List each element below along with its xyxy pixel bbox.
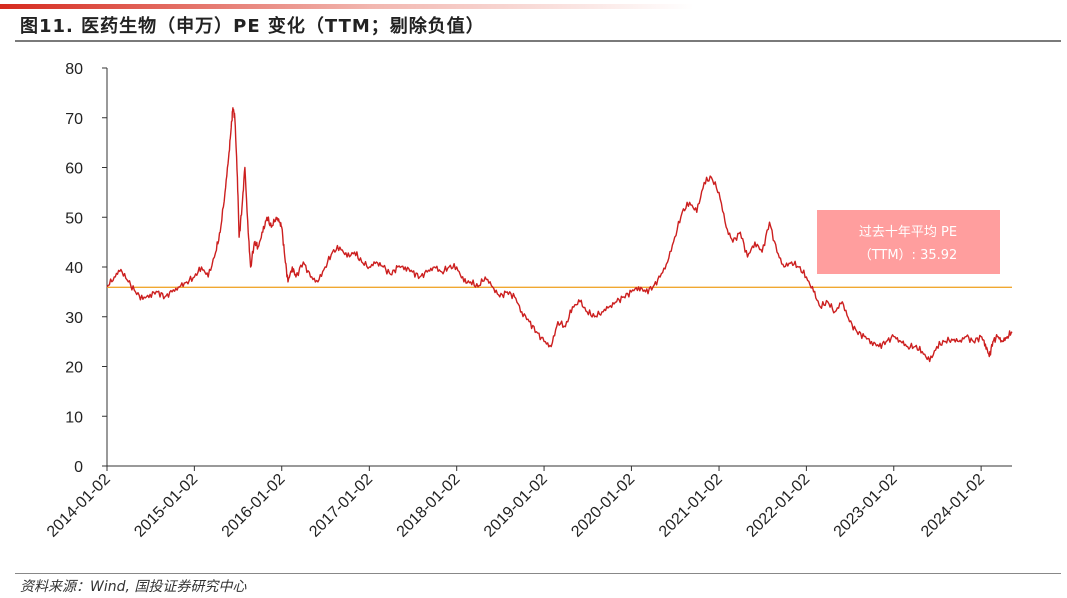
y-tick-label: 0 — [74, 459, 83, 476]
footer-divider — [15, 573, 1061, 574]
y-axis-ticks: 0 10 20 30 40 50 60 70 80 — [65, 61, 107, 476]
x-tick-label: 2016-01-02 — [219, 471, 289, 541]
x-tick-label: 2024-01-02 — [918, 471, 988, 541]
source-note: 资料来源：Wind, 国投证券研究中心 — [20, 579, 247, 595]
x-tick-label: 2023-01-02 — [831, 471, 901, 541]
x-tick-label: 2018-01-02 — [394, 471, 464, 541]
y-tick-label: 30 — [65, 310, 83, 327]
x-tick-label: 2021-01-02 — [656, 471, 726, 541]
chart-title: 图11. 医药生物（申万）PE 变化（TTM；剔除负值） — [20, 16, 485, 37]
mean-pe-annotation: 过去十年平均 PE （TTM）: 35.92 — [817, 210, 1000, 274]
x-tick-label: 2017-01-02 — [306, 471, 376, 541]
x-axis-ticks: 2014-01-02 2015-01-02 2016-01-02 2017-01-02… — [44, 466, 988, 541]
title-divider — [15, 40, 1061, 42]
y-tick-label: 20 — [65, 360, 83, 377]
y-tick-label: 70 — [65, 111, 83, 128]
top-accent-rule — [0, 4, 1067, 9]
y-tick-label: 50 — [65, 210, 83, 227]
y-tick-label: 40 — [65, 260, 83, 277]
pe-series-line — [106, 107, 1013, 363]
y-tick-label: 60 — [65, 161, 83, 178]
x-tick-label: 2022-01-02 — [743, 471, 813, 541]
annotation-line-1: 过去十年平均 PE — [859, 225, 957, 240]
annotation-box — [817, 210, 1000, 274]
x-tick-label: 2019-01-02 — [481, 471, 551, 541]
x-tick-label: 2020-01-02 — [568, 471, 638, 541]
x-tick-label: 2014-01-02 — [44, 471, 114, 541]
x-tick-label: 2015-01-02 — [131, 471, 201, 541]
annotation-line-2: （TTM）: 35.92 — [859, 248, 958, 263]
y-tick-label: 80 — [65, 61, 83, 78]
y-tick-label: 10 — [65, 409, 83, 426]
